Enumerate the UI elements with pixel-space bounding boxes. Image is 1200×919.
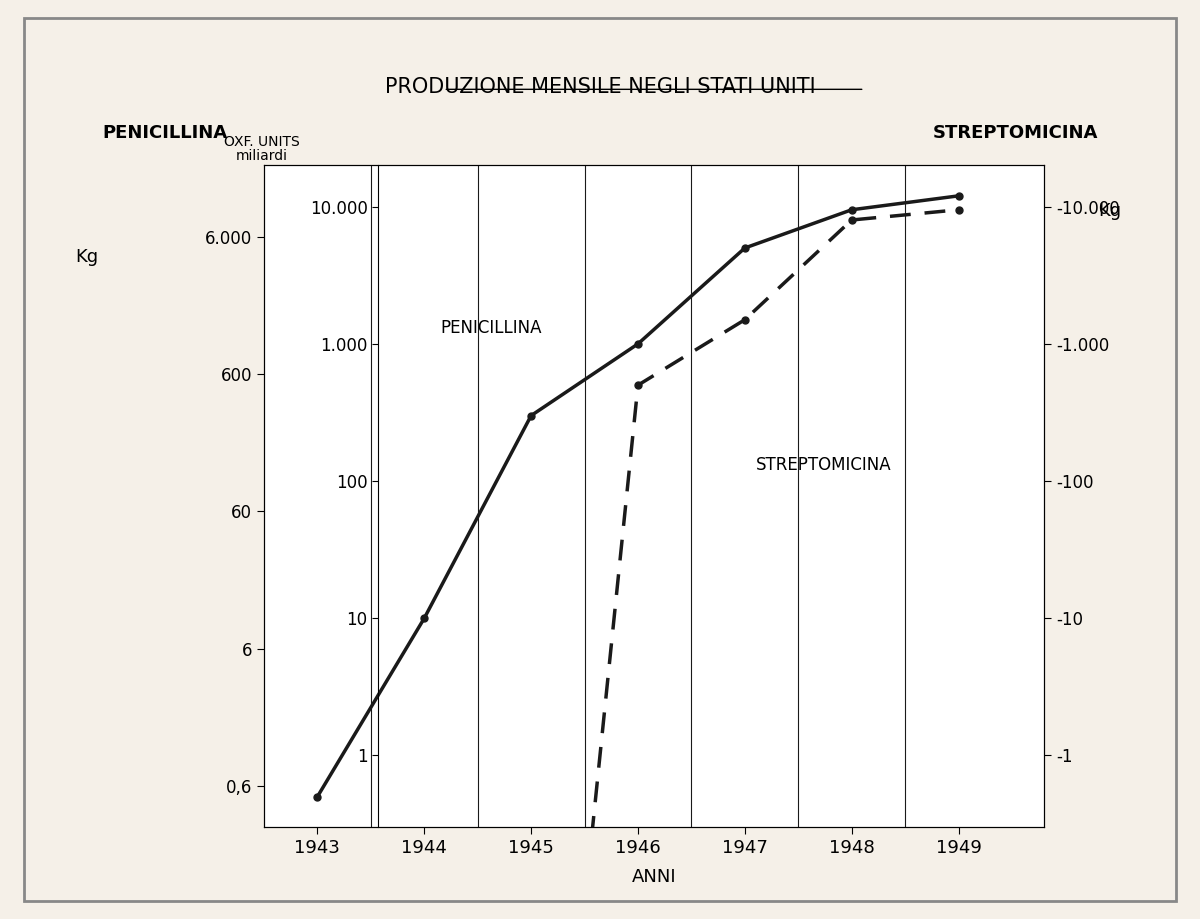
X-axis label: ANNI: ANNI	[631, 868, 677, 886]
Text: STREPTOMICINA: STREPTOMICINA	[756, 457, 892, 474]
Text: STREPTOMICINA: STREPTOMICINA	[932, 124, 1098, 142]
Text: Kg: Kg	[1098, 202, 1122, 221]
Text: PENICILLINA: PENICILLINA	[440, 319, 542, 337]
Text: Kg: Kg	[74, 248, 98, 267]
Text: miliardi: miliardi	[235, 149, 288, 164]
Text: OXF. UNITS: OXF. UNITS	[223, 135, 300, 150]
Text: PRODUZIONE MENSILE NEGLI STATI UNITI: PRODUZIONE MENSILE NEGLI STATI UNITI	[385, 77, 815, 97]
Text: PENICILLINA: PENICILLINA	[102, 124, 227, 142]
